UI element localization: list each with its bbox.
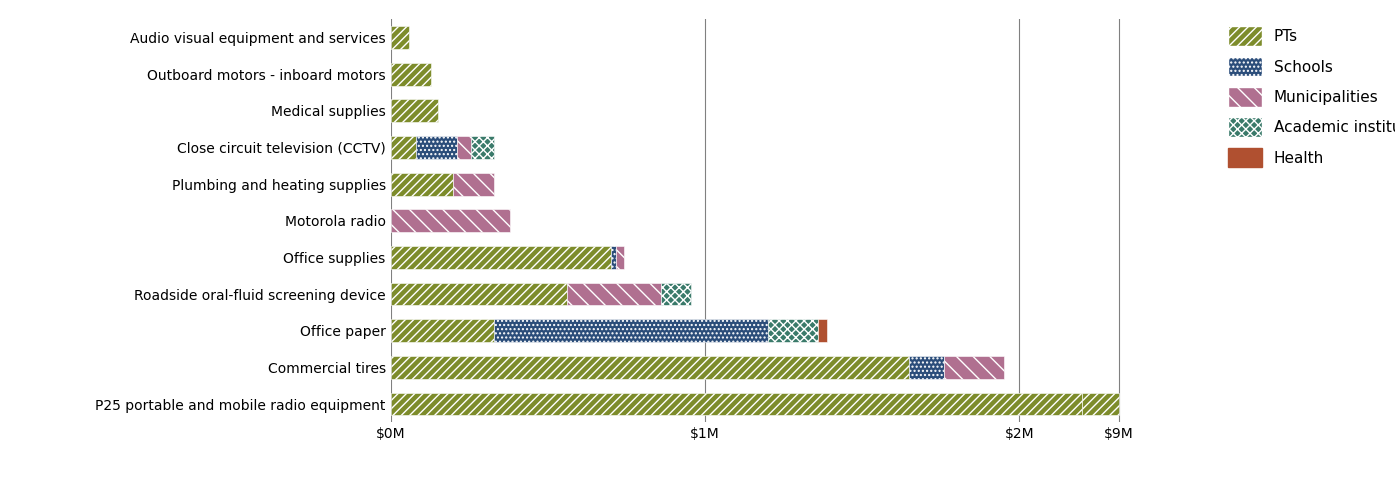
Bar [391, 356, 910, 379]
Bar [470, 136, 494, 159]
Bar [391, 319, 494, 342]
Bar [494, 319, 767, 342]
Bar [391, 393, 1083, 415]
Bar [391, 283, 566, 305]
Bar [391, 63, 431, 85]
Bar [391, 99, 438, 122]
Bar [453, 173, 494, 195]
Bar [391, 173, 453, 195]
Bar [456, 136, 470, 159]
Bar [416, 136, 456, 159]
Bar [910, 356, 944, 379]
Bar [391, 26, 410, 49]
Bar [391, 246, 611, 269]
Bar [944, 356, 1003, 379]
Bar [1083, 393, 1119, 415]
Bar [391, 136, 416, 159]
Bar [611, 246, 617, 269]
Bar [617, 246, 624, 269]
Legend: PTs, Schools, Municipalities, Academic institutions, Health: PTs, Schools, Municipalities, Academic i… [1221, 19, 1395, 175]
Bar [566, 283, 661, 305]
Bar [767, 319, 817, 342]
Bar [817, 319, 827, 342]
Bar [661, 283, 691, 305]
Bar [391, 209, 511, 232]
